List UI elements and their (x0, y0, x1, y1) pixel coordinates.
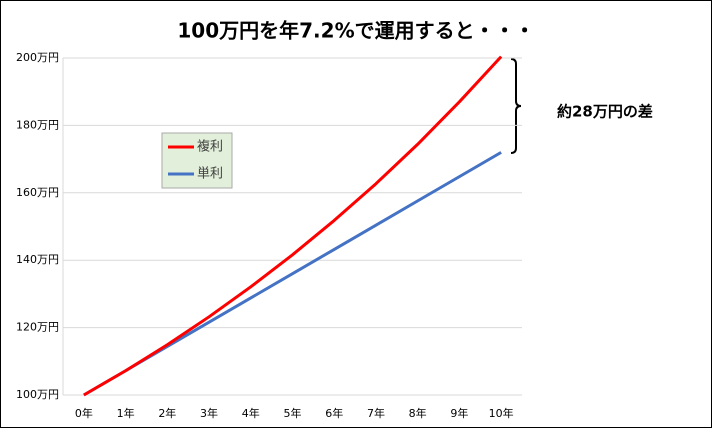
x-tick-label: 4年 (242, 406, 260, 420)
y-tick-label: 160万円 (16, 186, 59, 199)
x-tick-label: 9年 (450, 406, 468, 420)
plot-area: 100万円 120万円 140万円 160万円 180万円 200万円 0年 1年 2年 3年 4年… (16, 51, 522, 420)
difference-bracket (510, 58, 522, 154)
y-tick-label: 180万円 (16, 118, 59, 131)
legend (161, 132, 233, 189)
legend-label: 単利 (197, 166, 223, 182)
x-tick-label: 3年 (200, 406, 218, 420)
x-tick-label: 1年 (117, 406, 135, 420)
x-tick-label: 6年 (325, 406, 343, 420)
y-tick-label: 120万円 (16, 321, 59, 334)
annotation: 約28万円の差 (557, 103, 653, 121)
y-tick-label: 140万円 (16, 253, 59, 266)
legend-label: 複利 (197, 139, 223, 155)
y-tick-label: 100万円 (16, 388, 59, 401)
x-tick-label: 8年 (409, 406, 427, 420)
x-tick-label: 10年 (489, 406, 514, 420)
line (83, 55, 503, 397)
y-tick-label: 200万円 (16, 51, 59, 64)
chart-title: 100万円を年7.2%で運用すると・・・ (177, 19, 534, 43)
x-tick-label: 7年 (367, 406, 385, 420)
x-tick-label: 5年 (284, 406, 302, 420)
x-tick-label: 0年 (75, 406, 93, 420)
x-tick-label: 2年 (158, 406, 176, 420)
